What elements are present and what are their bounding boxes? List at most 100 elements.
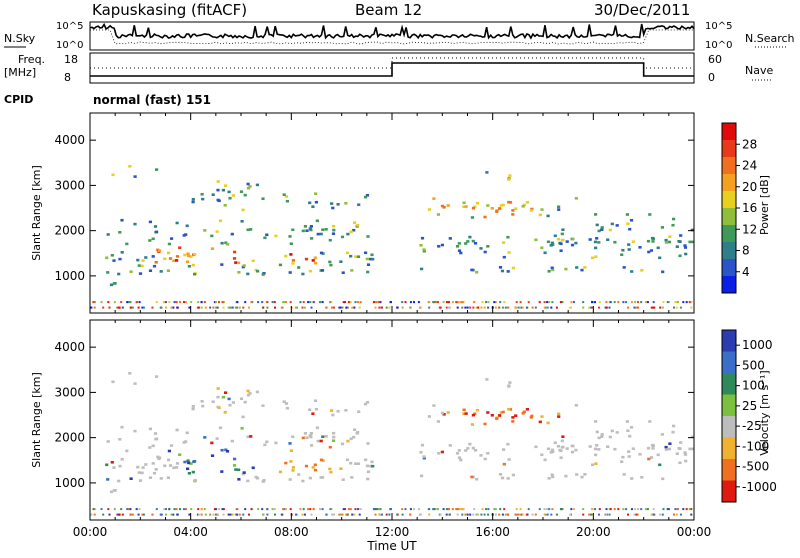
power-cell [176, 306, 179, 309]
velocity-cell [201, 404, 205, 408]
velocity-cell [613, 447, 617, 451]
power-cell [648, 213, 652, 216]
velocity-cell [451, 508, 454, 511]
power-cell [291, 259, 295, 262]
power-cell [316, 232, 320, 236]
velocity-cell [319, 458, 324, 462]
power-cell [501, 306, 504, 309]
power-cell [291, 228, 295, 232]
velocity-cell [550, 448, 554, 452]
power-cell [595, 223, 599, 227]
velocity-cell [646, 508, 649, 511]
velocity-cell [477, 513, 480, 516]
power-cell [390, 301, 392, 304]
velocity-cell [223, 411, 227, 414]
power-cell [118, 306, 120, 309]
power-cell [570, 301, 573, 304]
power-cell [557, 208, 561, 211]
power-cell [520, 306, 523, 309]
velocity-cell [113, 508, 116, 511]
velocity-cell [141, 466, 145, 469]
power-cell [559, 249, 563, 252]
velocity-cell [502, 448, 506, 451]
velocity-cell [499, 508, 502, 511]
velocity-cell [119, 513, 122, 516]
velocity-cell [341, 513, 344, 516]
velocity-cell [653, 513, 656, 516]
power-cell [184, 233, 188, 236]
power-cell [222, 306, 225, 309]
velocity-cell [439, 513, 442, 516]
velocity-cell [345, 513, 348, 516]
power-cell [186, 260, 190, 264]
power-cell [401, 306, 404, 309]
power-cell [543, 306, 546, 309]
velocity-cell [401, 508, 404, 511]
velocity-cell [455, 452, 460, 455]
velocity-cell [364, 458, 368, 462]
power-y-ticks: 1000 2000 3000 4000 [54, 133, 694, 283]
velocity-cell [550, 513, 553, 516]
power-cell [514, 207, 518, 210]
power-cell [676, 301, 679, 304]
velocity-cell [344, 409, 348, 412]
power-cell [129, 270, 133, 273]
power-cell [514, 306, 517, 309]
power-cell [273, 301, 276, 304]
power-cell [683, 246, 688, 249]
power-cell [658, 256, 662, 260]
velocity-cell [627, 513, 629, 516]
power-cell [683, 244, 687, 247]
power-cell [564, 267, 568, 271]
velocity-cell [685, 508, 688, 511]
power-cell [236, 301, 239, 304]
velocity-cell [233, 457, 237, 461]
beam-title: Beam 12 [355, 1, 422, 19]
power-cell [319, 251, 324, 255]
velocity-cell [255, 390, 259, 394]
velocity-cell [538, 420, 542, 424]
velocity-cell [475, 408, 479, 412]
nave-label: Nave [745, 64, 773, 77]
power-cell [308, 227, 312, 230]
power-cell [331, 232, 336, 235]
velocity-cell [216, 395, 220, 399]
velocity-cell [284, 402, 288, 405]
velocity-cell [427, 415, 431, 418]
power-cell [328, 238, 332, 242]
power-cell [540, 208, 544, 211]
power-cell [560, 239, 564, 242]
power-cell [530, 207, 534, 211]
velocity-cell [329, 470, 333, 474]
power-cell [608, 306, 611, 309]
power-cell [644, 301, 647, 304]
velocity-cell [379, 508, 382, 511]
velocity-cell [502, 462, 506, 466]
velocity-colorbar-tick-label: -1000 [742, 480, 777, 494]
power-cell [289, 301, 292, 304]
power-cell [246, 272, 250, 276]
velocity-cell [237, 478, 241, 481]
velocity-cell [128, 372, 132, 375]
velocity-cell [248, 513, 250, 516]
colorbar-segment [722, 480, 736, 502]
velocity-cell [522, 410, 526, 414]
velocity-cell [659, 513, 662, 516]
velocity-cell [345, 458, 350, 462]
power-cell [119, 306, 122, 309]
freq-trace [90, 62, 694, 77]
power-cell [168, 301, 171, 304]
power-cell [105, 256, 109, 260]
power-cell [191, 198, 195, 201]
velocity-cell [152, 471, 157, 475]
power-cell [569, 306, 572, 309]
power-cell [118, 231, 122, 234]
colorbar-segment [722, 174, 736, 191]
power-cell [540, 246, 544, 250]
velocity-cell [493, 508, 496, 511]
velocity-cell [529, 416, 533, 419]
velocity-cell [282, 508, 285, 511]
power-cell [635, 306, 638, 309]
velocity-cell [220, 470, 224, 473]
velocity-cells [90, 372, 695, 516]
